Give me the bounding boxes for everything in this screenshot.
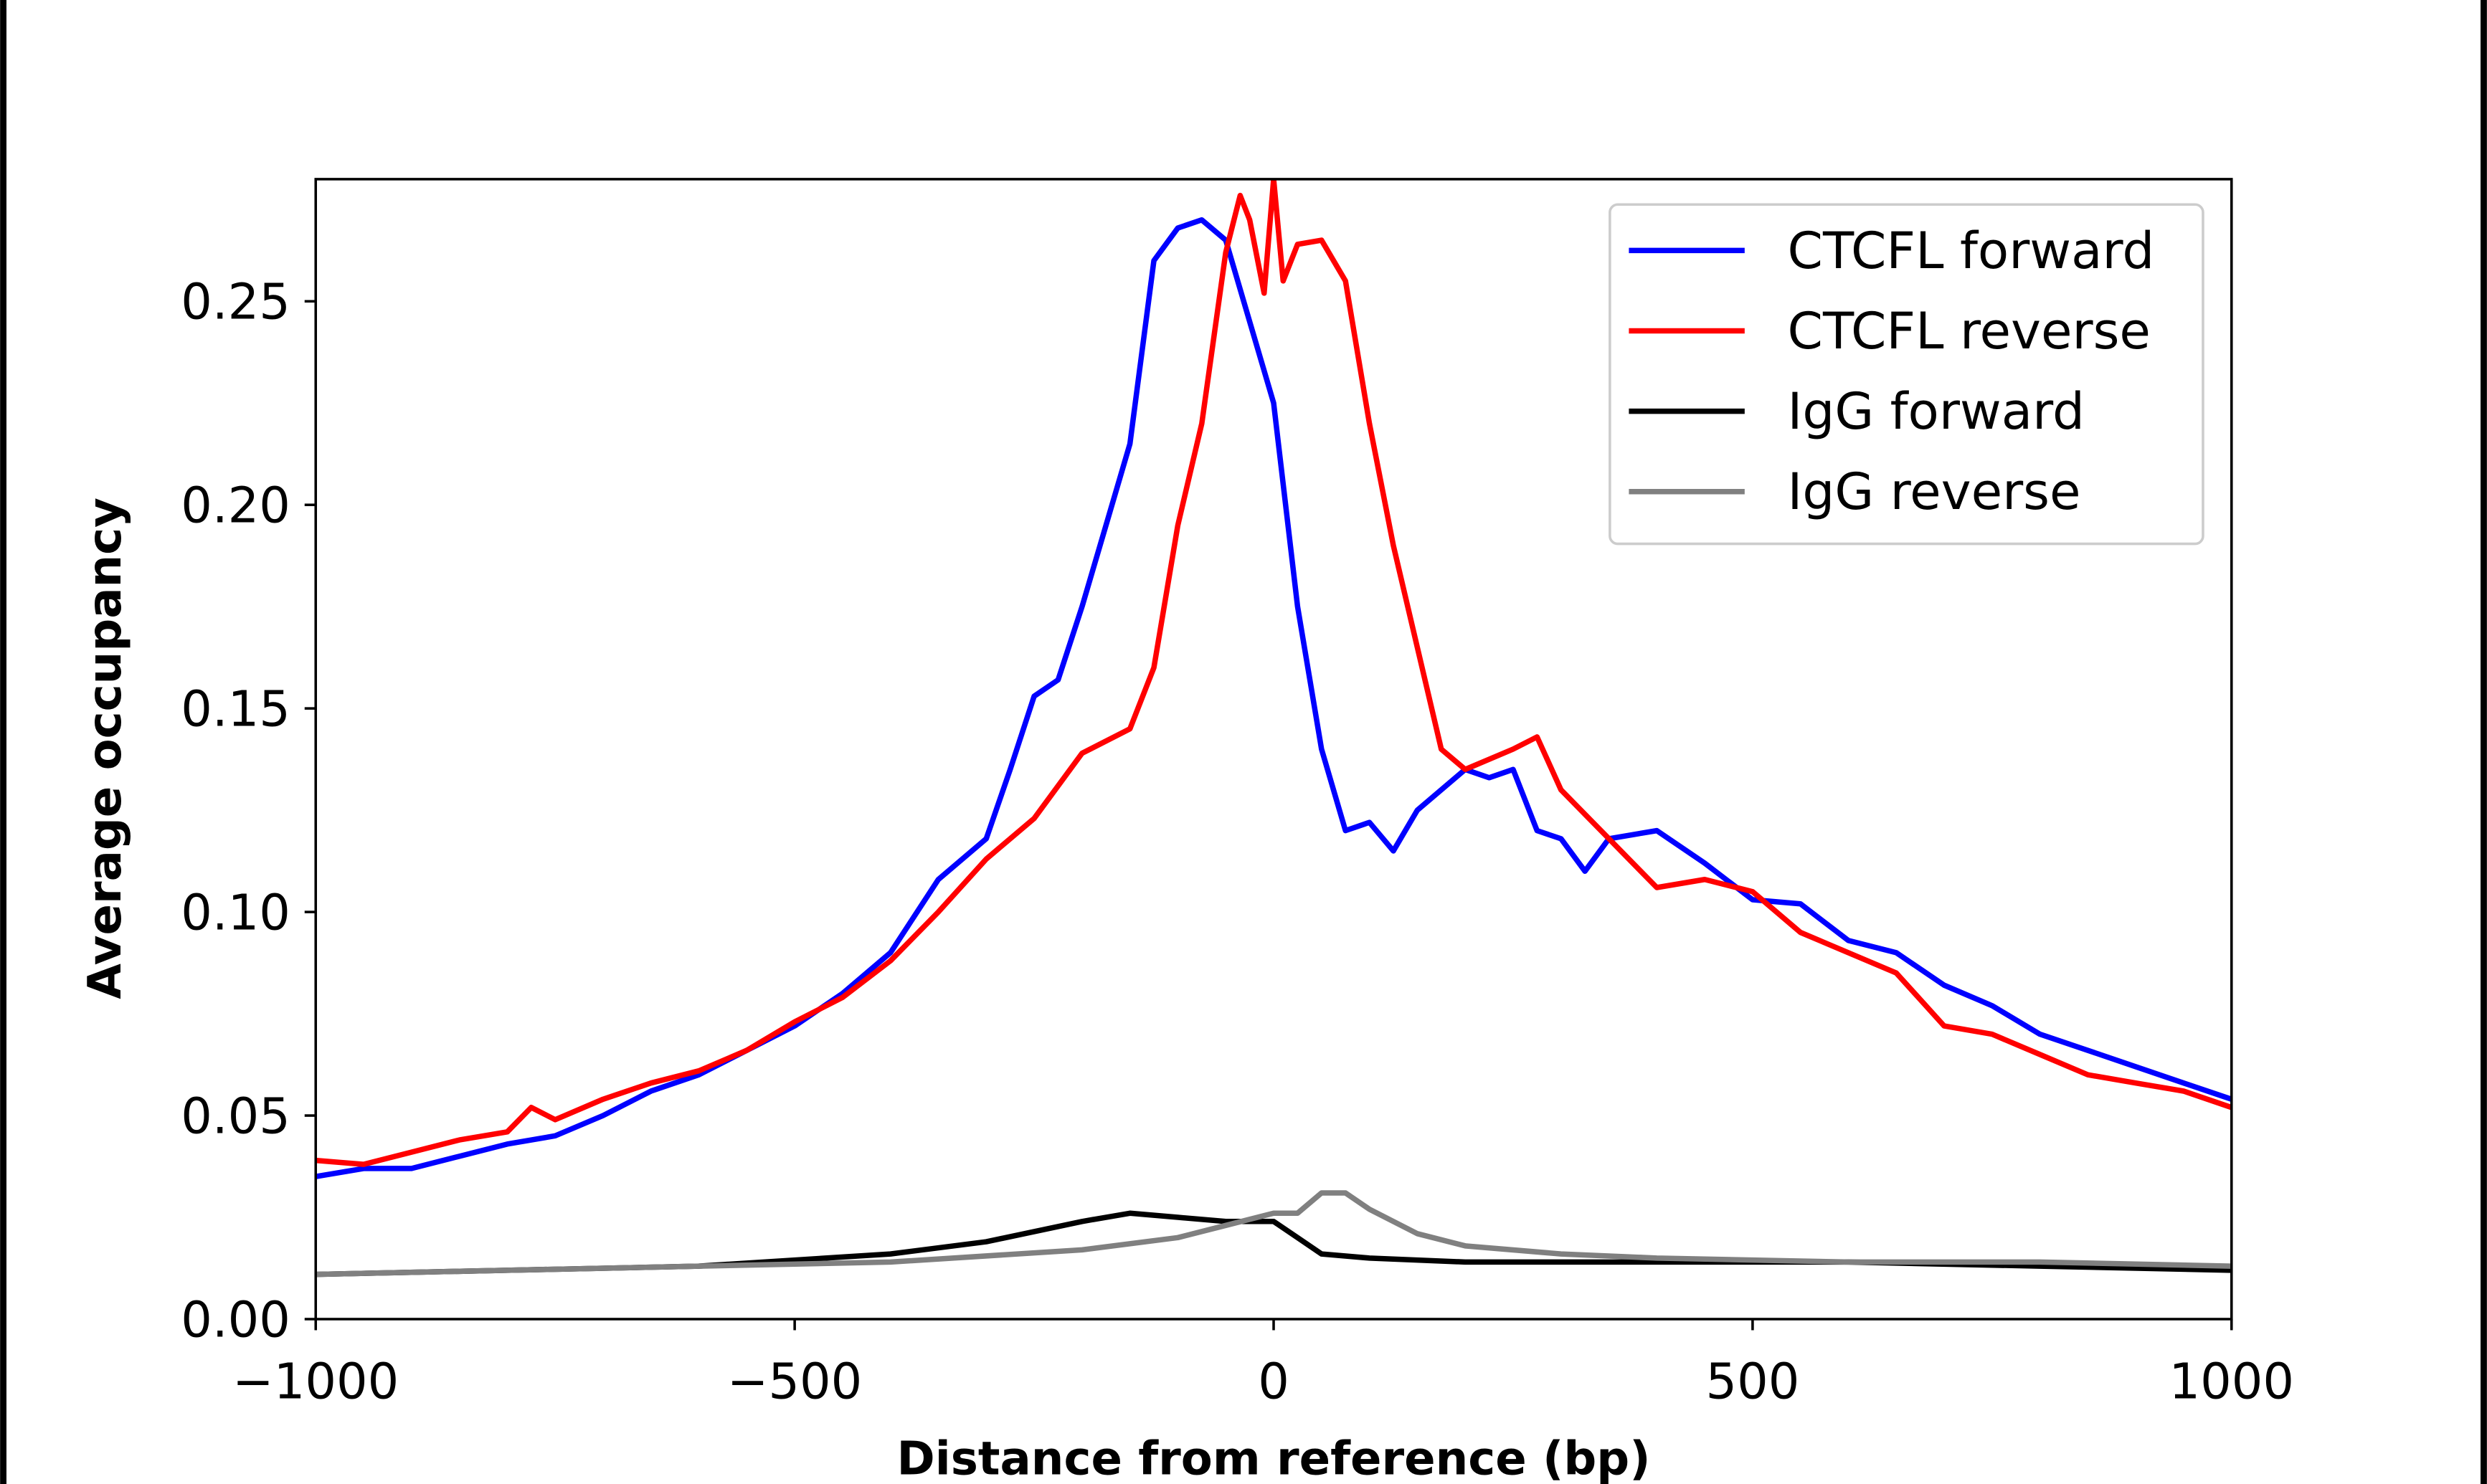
legend: CTCFL forward CTCFL reverse IgG forward IgG…: [1609, 203, 2204, 546]
legend-label: IgG forward: [1788, 381, 2085, 441]
x-tick-label: 1000: [2169, 1354, 2294, 1411]
y-tick-label: 0.00: [181, 1291, 290, 1349]
x-tick-label: 0: [1258, 1354, 1289, 1411]
left-border: [0, 0, 7, 1484]
x-tick-label: −1000: [232, 1354, 399, 1411]
series-layer: [316, 179, 2232, 1278]
series-line-igg-forward: [316, 1210, 2232, 1278]
series-line-igg-reverse: [316, 1190, 2232, 1278]
y-tick-label: 0.25: [181, 274, 290, 331]
legend-label: CTCFL reverse: [1788, 301, 2151, 361]
x-axis: −1000 −500 0 500 1000: [232, 1319, 2294, 1411]
legend-label: IgG reverse: [1788, 462, 2081, 521]
x-axis-label: Distance from reference (bp): [897, 1432, 1651, 1484]
x-tick-label: 500: [1705, 1354, 1799, 1411]
legend-label: CTCFL forward: [1788, 221, 2155, 280]
x-tick-label: −500: [727, 1354, 862, 1411]
y-tick-label: 0.05: [181, 1088, 290, 1145]
y-tick-label: 0.10: [181, 884, 290, 941]
series-line-ctcfl-reverse: [316, 179, 2232, 1167]
legend-box: [1609, 203, 2204, 546]
right-border: [2481, 0, 2487, 1484]
y-axis-label: Average occupancy: [78, 498, 132, 999]
y-tick-label: 0.15: [181, 680, 290, 738]
y-axis: 0.00 0.05 0.10 0.15 0.20 0.25: [181, 274, 316, 1349]
y-tick-label: 0.20: [181, 477, 290, 535]
